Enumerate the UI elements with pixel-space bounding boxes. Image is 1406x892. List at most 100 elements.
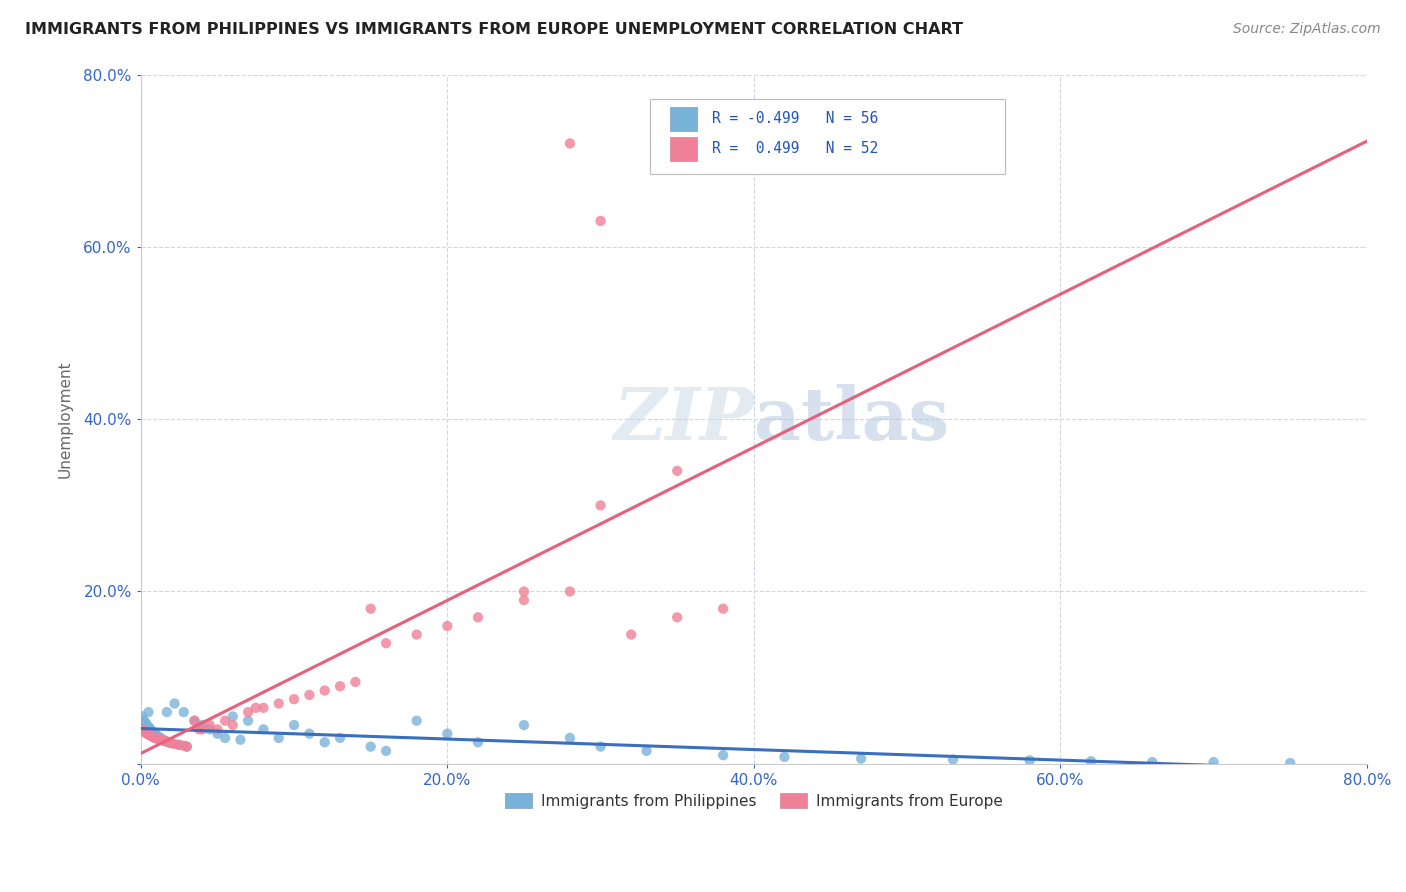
Point: [214, 731, 236, 745]
Y-axis label: Unemployment: Unemployment: [58, 360, 72, 478]
Point: [139, 722, 162, 736]
FancyBboxPatch shape: [671, 107, 697, 131]
Text: Source: ZipAtlas.com: Source: ZipAtlas.com: [1233, 22, 1381, 37]
Point: [773, 750, 796, 764]
Point: [176, 739, 198, 754]
Point: [131, 709, 153, 723]
Point: [155, 733, 177, 747]
Point: [173, 705, 195, 719]
Point: [149, 731, 172, 745]
Point: [467, 610, 489, 624]
Point: [252, 723, 274, 737]
Point: [558, 584, 581, 599]
Point: [513, 584, 536, 599]
Point: [620, 627, 643, 641]
Point: [150, 732, 173, 747]
Point: [329, 679, 352, 693]
Point: [314, 683, 336, 698]
Point: [139, 728, 162, 742]
Text: IMMIGRANTS FROM PHILIPPINES VS IMMIGRANTS FROM EUROPE UNEMPLOYMENT CORRELATION C: IMMIGRANTS FROM PHILIPPINES VS IMMIGRANT…: [25, 22, 963, 37]
FancyBboxPatch shape: [671, 136, 697, 161]
Point: [141, 724, 163, 739]
Point: [236, 705, 259, 719]
Point: [136, 718, 159, 732]
Point: [1018, 753, 1040, 767]
Point: [558, 731, 581, 745]
Point: [666, 610, 689, 624]
Point: [173, 739, 195, 753]
Point: [636, 744, 658, 758]
Point: [589, 739, 612, 754]
Point: [134, 715, 156, 730]
Point: [156, 705, 179, 719]
Point: [145, 731, 167, 745]
Point: [134, 726, 156, 740]
Point: [167, 738, 190, 752]
Point: [436, 726, 458, 740]
Point: [138, 705, 160, 719]
Point: [222, 709, 245, 723]
Point: [138, 720, 160, 734]
Point: [405, 714, 427, 728]
Point: [375, 744, 398, 758]
Point: [160, 736, 183, 750]
Point: [558, 136, 581, 151]
Point: [157, 735, 180, 749]
Point: [143, 726, 166, 740]
Point: [329, 731, 352, 745]
Point: [1080, 754, 1102, 768]
Point: [148, 732, 170, 747]
Point: [160, 736, 183, 750]
Point: [157, 735, 180, 749]
Point: [222, 718, 245, 732]
Point: [314, 735, 336, 749]
Point: [188, 723, 211, 737]
Point: [467, 735, 489, 749]
Point: [849, 752, 872, 766]
Point: [146, 731, 169, 746]
Point: [198, 723, 221, 737]
Text: R = -0.499   N = 56: R = -0.499 N = 56: [711, 112, 879, 127]
Point: [145, 727, 167, 741]
Point: [405, 627, 427, 641]
Point: [136, 726, 159, 740]
Point: [711, 748, 734, 763]
Point: [143, 731, 166, 745]
Point: [183, 714, 205, 728]
Point: [283, 692, 305, 706]
Point: [191, 718, 214, 732]
Point: [666, 464, 689, 478]
Text: R =  0.499   N = 52: R = 0.499 N = 52: [711, 141, 879, 156]
Point: [245, 701, 267, 715]
Point: [153, 733, 176, 747]
Point: [267, 697, 290, 711]
Point: [149, 732, 172, 747]
Point: [252, 701, 274, 715]
Point: [198, 718, 221, 732]
Point: [1279, 756, 1302, 770]
Point: [138, 727, 160, 741]
Point: [155, 734, 177, 748]
Point: [1142, 755, 1164, 769]
Point: [283, 718, 305, 732]
Point: [183, 714, 205, 728]
Point: [132, 724, 155, 739]
Point: [513, 593, 536, 607]
Point: [148, 730, 170, 744]
Point: [229, 732, 252, 747]
Legend: Immigrants from Philippines, Immigrants from Europe: Immigrants from Philippines, Immigrants …: [498, 787, 1010, 814]
Point: [153, 733, 176, 747]
Point: [589, 499, 612, 513]
Point: [146, 729, 169, 743]
Text: atlas: atlas: [754, 384, 949, 455]
Point: [236, 714, 259, 728]
Point: [267, 731, 290, 745]
Point: [711, 601, 734, 615]
Point: [360, 739, 382, 754]
Point: [142, 730, 165, 744]
Point: [191, 723, 214, 737]
Point: [298, 688, 321, 702]
Point: [360, 601, 382, 615]
Point: [589, 214, 612, 228]
Point: [132, 714, 155, 728]
